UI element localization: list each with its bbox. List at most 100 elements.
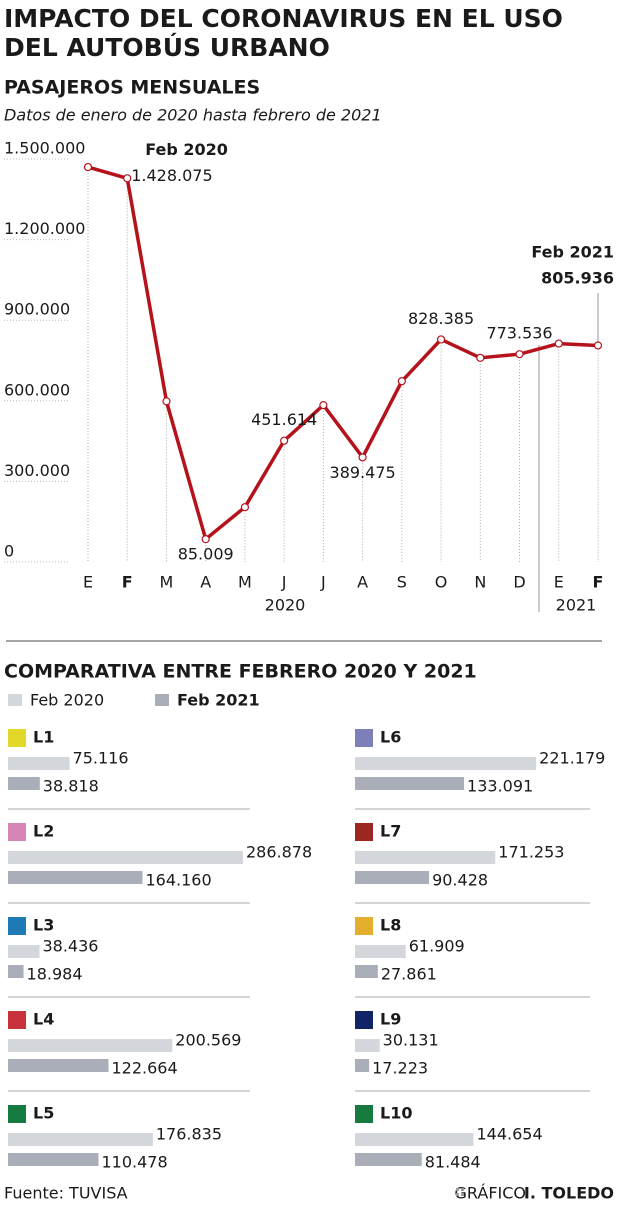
data-label: 164.160 bbox=[145, 871, 211, 890]
credit-label: GRÁFICO bbox=[455, 1184, 527, 1203]
data-label: 200.569 bbox=[175, 1031, 241, 1050]
bar bbox=[355, 1133, 474, 1146]
data-point bbox=[397, 377, 406, 386]
bar bbox=[355, 965, 378, 978]
line-swatch bbox=[355, 917, 373, 935]
line-swatch bbox=[8, 1105, 26, 1123]
bar bbox=[355, 1039, 380, 1052]
x-tick-label: F bbox=[593, 573, 604, 592]
data-label: 122.664 bbox=[111, 1059, 177, 1078]
bar bbox=[8, 965, 24, 978]
credit-author: I. TOLEDO bbox=[524, 1184, 614, 1203]
y-tick-label: 900.000 bbox=[4, 300, 70, 319]
bar bbox=[8, 945, 40, 958]
category-label: L4 bbox=[33, 1010, 54, 1029]
x-tick-label: N bbox=[474, 573, 486, 592]
point-note: Feb 2021 bbox=[531, 243, 614, 262]
category-label: L6 bbox=[380, 728, 401, 747]
data-label: 110.478 bbox=[101, 1153, 167, 1172]
data-label: 85.009 bbox=[178, 545, 234, 564]
data-point bbox=[319, 400, 328, 410]
data-label: 133.091 bbox=[467, 777, 533, 796]
bar bbox=[355, 851, 496, 864]
data-label: 451.614 bbox=[251, 410, 317, 429]
data-label: 389.475 bbox=[330, 463, 396, 482]
bar bbox=[8, 757, 70, 770]
data-label: 30.131 bbox=[383, 1031, 439, 1050]
y-tick-label: 0 bbox=[4, 542, 14, 561]
data-line bbox=[87, 165, 599, 541]
data-point bbox=[201, 535, 210, 544]
data-label: 171.253 bbox=[498, 843, 564, 862]
data-point bbox=[476, 353, 485, 362]
data-label: 61.909 bbox=[409, 937, 465, 956]
legend-swatch bbox=[155, 694, 169, 706]
bar bbox=[355, 945, 406, 958]
x-tick-label: O bbox=[435, 573, 448, 592]
category-label: L1 bbox=[33, 728, 54, 747]
point-note: Feb 2020 bbox=[145, 140, 228, 159]
data-point bbox=[240, 503, 250, 512]
bar bbox=[355, 777, 465, 790]
y-tick-label: 1.200.000 bbox=[4, 219, 85, 238]
category-label: L9 bbox=[380, 1010, 401, 1029]
x-tick-label: F bbox=[122, 573, 133, 592]
data-point bbox=[83, 162, 93, 172]
data-label: 286.878 bbox=[246, 843, 312, 862]
source: Fuente: TUVISA bbox=[4, 1184, 128, 1203]
line-swatch bbox=[8, 823, 26, 841]
data-point bbox=[123, 174, 132, 183]
bar bbox=[8, 1039, 173, 1052]
title-line: DEL AUTOBÚS URBANO bbox=[4, 32, 330, 62]
category-label: L8 bbox=[380, 916, 401, 935]
chart-title: COMPARATIVA ENTRE FEBRERO 2020 Y 2021 bbox=[4, 661, 477, 683]
x-tick-label: M bbox=[238, 573, 252, 592]
data-label: 38.436 bbox=[42, 937, 98, 956]
line-swatch bbox=[355, 1011, 373, 1029]
data-point bbox=[162, 397, 171, 406]
data-point bbox=[358, 453, 367, 462]
category-label: L3 bbox=[33, 916, 54, 935]
category-label: L5 bbox=[33, 1104, 54, 1123]
y-tick-label: 1.500.000 bbox=[4, 139, 85, 158]
data-point bbox=[593, 341, 603, 350]
data-label: 38.818 bbox=[43, 777, 99, 796]
y-tick-label: 300.000 bbox=[4, 461, 70, 480]
data-label: 27.861 bbox=[381, 965, 437, 984]
x-tick-label: D bbox=[513, 573, 525, 592]
line-swatch bbox=[355, 729, 373, 747]
data-label: 17.223 bbox=[372, 1059, 428, 1078]
y-tick-label: 600.000 bbox=[4, 380, 70, 399]
category-label: L10 bbox=[380, 1104, 412, 1123]
x-tick-label: A bbox=[200, 573, 211, 592]
x-tick-label: J bbox=[281, 573, 287, 592]
line-swatch bbox=[355, 1105, 373, 1123]
bar bbox=[355, 871, 430, 884]
data-point bbox=[280, 436, 289, 445]
legend-label: Feb 2020 bbox=[30, 691, 104, 710]
line-swatch bbox=[8, 729, 26, 747]
chart-title: PASAJEROS MENSUALES bbox=[4, 77, 260, 99]
bar bbox=[8, 1133, 153, 1146]
data-label: 221.179 bbox=[539, 749, 605, 768]
legend-label: Feb 2021 bbox=[177, 691, 260, 710]
category-label: L2 bbox=[33, 822, 54, 841]
data-label: 144.654 bbox=[476, 1125, 542, 1144]
x-tick-label: M bbox=[160, 573, 174, 592]
data-label: 90.428 bbox=[432, 871, 488, 890]
x-tick-label: E bbox=[83, 573, 93, 592]
line-swatch bbox=[8, 917, 26, 935]
bar bbox=[8, 1153, 99, 1166]
bar bbox=[355, 757, 537, 770]
chart-subtitle: Datos de enero de 2020 hasta febrero de … bbox=[4, 106, 382, 125]
category-label: L7 bbox=[380, 822, 401, 841]
bar bbox=[8, 1059, 109, 1072]
data-label: 828.385 bbox=[408, 309, 474, 328]
title-line: IMPACTO DEL CORONAVIRUS EN EL USO bbox=[4, 4, 563, 33]
data-point bbox=[436, 335, 446, 344]
x-tick-label: A bbox=[357, 573, 368, 592]
bar bbox=[8, 871, 143, 884]
x-tick-label: E bbox=[554, 573, 564, 592]
